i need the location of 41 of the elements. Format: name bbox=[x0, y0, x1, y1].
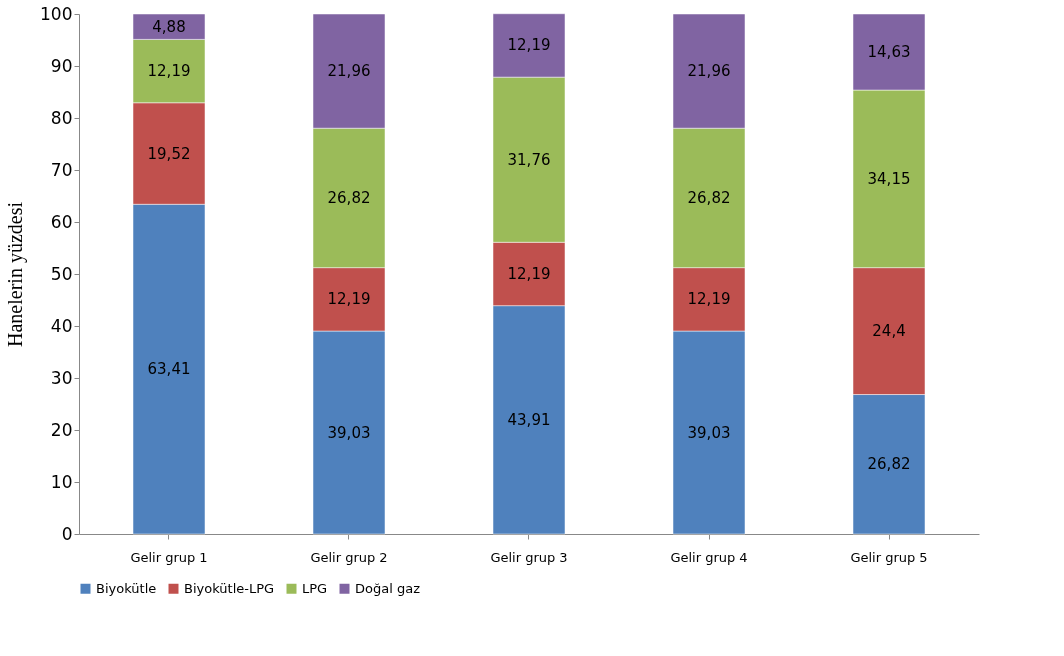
x-tick-label: Gelir grup 4 bbox=[670, 549, 748, 565]
data-label: 14,63 bbox=[867, 43, 911, 62]
data-label: 43,91 bbox=[507, 410, 551, 429]
y-axis-title: Hanelerin yüzdesi bbox=[4, 201, 28, 347]
data-label: 12,19 bbox=[507, 36, 551, 55]
data-label: 12,19 bbox=[147, 62, 191, 81]
y-tick-label: 90 bbox=[50, 55, 73, 76]
legend-label: Biyokütle-LPG bbox=[184, 580, 275, 596]
y-tick-label: 60 bbox=[50, 211, 73, 232]
data-label: 26,82 bbox=[327, 188, 371, 207]
y-tick-label: 0 bbox=[61, 523, 73, 544]
data-label: 12,19 bbox=[687, 290, 731, 309]
legend-label: Biyokütle bbox=[96, 580, 157, 596]
data-label: 24,4 bbox=[872, 322, 906, 341]
x-tick-label: Gelir grup 3 bbox=[490, 549, 568, 565]
legend-label: LPG bbox=[302, 580, 328, 596]
data-label: 34,15 bbox=[867, 169, 911, 188]
data-label: 12,19 bbox=[507, 264, 551, 283]
x-tick-label: Gelir grup 5 bbox=[850, 549, 928, 565]
y-tick-label: 20 bbox=[50, 419, 73, 440]
data-label: 39,03 bbox=[687, 423, 731, 442]
data-label: 4,88 bbox=[152, 17, 186, 36]
data-label: 63,41 bbox=[147, 360, 191, 379]
data-label: 39,03 bbox=[327, 423, 371, 442]
x-tick-label: Gelir grup 2 bbox=[310, 549, 388, 565]
y-tick-label: 80 bbox=[50, 107, 73, 128]
y-tick-label: 50 bbox=[50, 263, 73, 284]
y-tick-label: 70 bbox=[50, 159, 73, 180]
legend-label: Doğal gaz bbox=[355, 580, 421, 596]
y-tick-label: 10 bbox=[50, 471, 73, 492]
y-tick-label: 30 bbox=[50, 367, 73, 388]
y-tick-label: 40 bbox=[50, 315, 73, 336]
x-tick-label: Gelir grup 1 bbox=[130, 549, 208, 565]
data-label: 31,76 bbox=[507, 150, 551, 169]
data-label: 12,19 bbox=[327, 290, 371, 309]
data-label: 26,82 bbox=[867, 455, 911, 474]
data-label: 26,82 bbox=[687, 188, 731, 207]
data-label: 19,52 bbox=[147, 144, 191, 163]
data-label: 21,96 bbox=[327, 62, 371, 81]
y-tick-label: 100 bbox=[40, 3, 73, 24]
data-label: 21,96 bbox=[687, 62, 731, 81]
